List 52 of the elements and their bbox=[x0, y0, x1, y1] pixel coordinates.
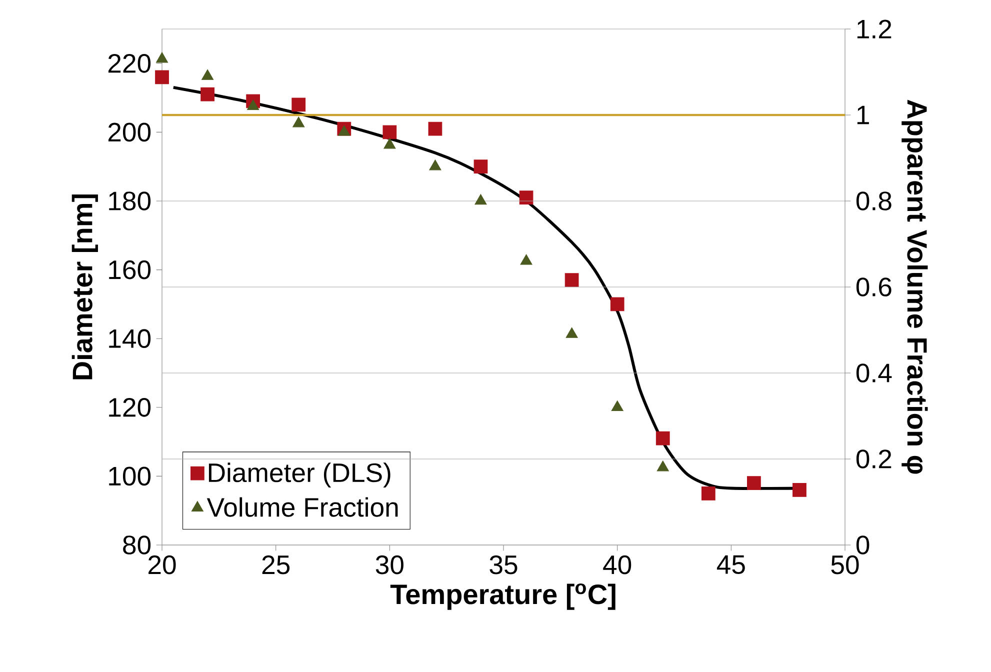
y-tick-label: 120 bbox=[109, 398, 151, 417]
y-tick-label: 200 bbox=[108, 122, 151, 142]
y2-tick-label: 1.2 bbox=[857, 20, 892, 38]
y-tick-label: 220 bbox=[108, 54, 151, 73]
point bbox=[428, 122, 442, 136]
x-tick-label: 20 bbox=[148, 555, 176, 574]
point bbox=[155, 70, 169, 84]
point bbox=[429, 160, 442, 170]
point bbox=[611, 400, 624, 411]
point bbox=[747, 476, 761, 490]
y2-axis-title: Apparent Volume Fraction φ bbox=[902, 100, 928, 474]
y-tick-label: 100 bbox=[109, 466, 151, 486]
x-tick-label: 40 bbox=[603, 555, 632, 574]
point bbox=[338, 125, 350, 136]
x-tick-label: 25 bbox=[262, 555, 290, 574]
x-tick-label: 30 bbox=[376, 555, 404, 574]
y2-tick-label: 0 bbox=[856, 536, 870, 554]
y-tick-label: 160 bbox=[109, 260, 151, 280]
point bbox=[701, 486, 716, 500]
point bbox=[656, 460, 669, 472]
y-tick-label: 180 bbox=[109, 192, 151, 210]
point bbox=[474, 194, 487, 205]
point bbox=[202, 69, 214, 80]
point bbox=[474, 160, 488, 174]
point bbox=[656, 431, 670, 446]
point bbox=[200, 87, 214, 102]
y2-tick-label: 0.8 bbox=[856, 192, 892, 210]
y-tick-label: 80 bbox=[123, 536, 151, 554]
point bbox=[564, 273, 579, 288]
y2-tick-label: 0.2 bbox=[856, 450, 892, 468]
legend-label: Volume Fraction bbox=[206, 497, 398, 517]
y2-tick-label: 1 bbox=[857, 106, 869, 124]
point bbox=[247, 99, 260, 110]
point bbox=[520, 254, 532, 265]
y2-tick-label: 0.6 bbox=[856, 278, 892, 296]
x-tick-label: 50 bbox=[831, 555, 859, 574]
point bbox=[292, 98, 306, 112]
y-tick-label: 140 bbox=[109, 329, 151, 348]
point bbox=[292, 116, 305, 128]
legend-label: Diameter (DLS) bbox=[208, 462, 390, 488]
x-axis-title: Temperature [$^{o}$C] bbox=[390, 583, 616, 610]
point bbox=[384, 138, 396, 149]
x-tick-label: 45 bbox=[716, 555, 745, 574]
point bbox=[610, 297, 624, 312]
point bbox=[519, 190, 534, 204]
x-tick-label: 35 bbox=[490, 555, 518, 574]
y-axis-title: Diameter [nm] bbox=[72, 194, 98, 380]
point bbox=[792, 483, 806, 497]
point bbox=[156, 52, 168, 63]
point bbox=[382, 125, 397, 140]
point bbox=[566, 327, 578, 338]
y2-tick-label: 0.4 bbox=[856, 364, 892, 382]
